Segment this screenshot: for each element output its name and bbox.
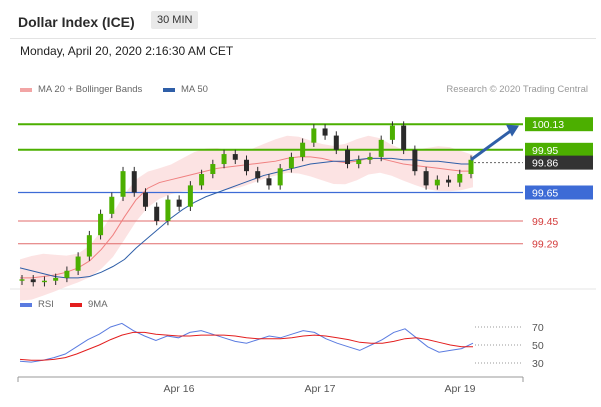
candle-body	[333, 135, 339, 150]
x-tick-label: Apr 16	[164, 383, 195, 395]
candle-body	[221, 154, 227, 165]
rsi-line	[19, 322, 474, 363]
candle-body	[434, 179, 440, 186]
candle-body	[41, 280, 47, 283]
candle-body	[401, 125, 407, 150]
candle-body	[468, 159, 474, 174]
candle-body	[199, 174, 205, 186]
candle-body	[64, 270, 70, 278]
candle-body	[356, 159, 362, 165]
candle-body	[423, 171, 429, 186]
candle-body	[266, 178, 272, 186]
level-label: 100.13	[532, 119, 564, 131]
x-tick-label: Apr 17	[305, 383, 336, 395]
rsi-tick-label: 30	[532, 358, 544, 370]
legend-ma20: MA 20 + Bollinger Bands	[20, 84, 142, 95]
candle-body	[378, 139, 384, 157]
chart-header: Dollar Index (ICE) 30 MIN	[10, 8, 596, 39]
timestamp: Monday, April 20, 2020 2:16:30 AM CET	[20, 44, 234, 58]
candle-body	[131, 171, 137, 193]
candle-body	[187, 185, 193, 207]
candle-body	[53, 277, 59, 281]
level-label: 99.86	[532, 158, 558, 170]
forecast-arrow	[470, 129, 512, 161]
level-label: 99.95	[532, 145, 558, 157]
candle-body	[288, 156, 294, 169]
level-label-bg	[525, 155, 593, 170]
candle-body	[120, 171, 126, 197]
interval-button[interactable]: 30 MIN	[151, 11, 199, 29]
level-label: 99.45	[532, 216, 558, 228]
legend-9ma: 9MA	[70, 299, 108, 310]
candle-body	[210, 164, 216, 174]
candle-body	[412, 149, 418, 172]
chart-title: Dollar Index (ICE)	[18, 14, 135, 30]
ma50-line	[19, 157, 473, 279]
level-label: 99.29	[532, 239, 558, 251]
candle-body	[457, 174, 463, 183]
candle-body	[446, 179, 452, 183]
legend-label: 9MA	[88, 299, 108, 310]
candle-body	[345, 149, 351, 165]
candle-body	[109, 196, 115, 214]
legend-label: RSI	[38, 299, 54, 310]
candle-body	[389, 125, 395, 140]
level-label-bg	[525, 142, 593, 157]
candle-body	[154, 206, 160, 221]
credit-text: Research © 2020 Trading Central	[446, 84, 588, 95]
legend-swatch	[70, 302, 82, 307]
candle-body	[255, 171, 261, 179]
candle-body	[311, 128, 317, 143]
candle-body	[86, 235, 92, 257]
level-label: 99.65	[532, 188, 558, 200]
candle-body	[142, 192, 148, 207]
legend-rsi: RSI	[20, 299, 54, 310]
candle-body	[277, 168, 283, 186]
legend-swatch	[20, 87, 32, 92]
candle-body	[165, 199, 171, 221]
candle-body	[98, 213, 104, 236]
legend-label: MA 20 + Bollinger Bands	[38, 84, 143, 95]
forecast-arrowhead	[506, 124, 519, 137]
legend-swatch	[163, 87, 175, 92]
candle-body	[19, 279, 25, 281]
candle-body	[176, 199, 182, 207]
bollinger-band	[20, 135, 473, 301]
legend-ma50: MA 50	[163, 84, 208, 95]
rsi-tick-label: 70	[532, 322, 544, 334]
candle-body	[232, 154, 238, 160]
candle-body	[322, 128, 328, 136]
level-label-bg	[525, 117, 593, 132]
candle-body	[30, 279, 36, 283]
rsi-tick-label: 50	[532, 340, 544, 352]
candle-body	[367, 156, 373, 160]
candle-body	[300, 142, 306, 157]
level-label-bg	[525, 185, 593, 200]
legend-swatch	[20, 302, 32, 307]
legend-label: MA 50	[181, 84, 208, 95]
candle-body	[75, 256, 81, 271]
candle-body	[244, 159, 249, 172]
x-tick-label: Apr 19	[445, 383, 476, 395]
rsi-ma-line	[19, 331, 473, 361]
